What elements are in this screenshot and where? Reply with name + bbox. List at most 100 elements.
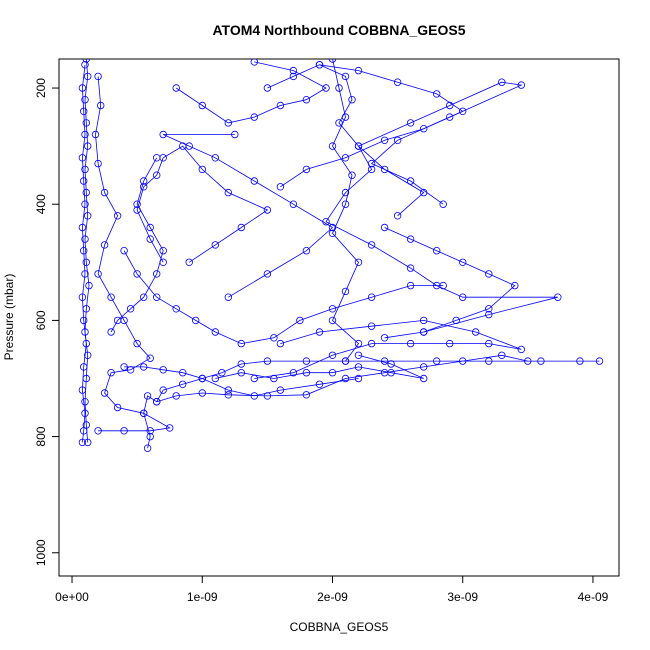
data-point [94, 72, 102, 81]
data-point [406, 235, 415, 243]
data-point [198, 165, 206, 174]
data-point [354, 374, 363, 383]
data-point [139, 293, 148, 301]
data-point [341, 72, 350, 81]
data-point [237, 339, 245, 348]
data-point [82, 59, 90, 63]
data-point [354, 142, 363, 150]
data-point [315, 328, 324, 336]
data-point [393, 212, 402, 220]
y-axis-label: Pressure (mbar) [2, 274, 16, 361]
data-point [165, 424, 174, 432]
data-point [250, 59, 258, 66]
data-point [270, 374, 278, 383]
data-point [433, 246, 441, 255]
data-point [159, 386, 167, 394]
data-point [367, 241, 376, 249]
data-point [406, 119, 415, 127]
data-point [146, 427, 154, 435]
plot-area [78, 59, 604, 452]
data-point [100, 241, 109, 249]
data-point [146, 354, 154, 362]
data-point [152, 398, 161, 406]
data-point [328, 305, 337, 313]
data-point [354, 351, 363, 359]
data-point [270, 334, 278, 342]
data-point [178, 380, 187, 388]
data-point [406, 177, 415, 185]
series-line-10 [136, 145, 269, 263]
data-point [289, 200, 298, 208]
data-point [82, 188, 90, 197]
x-tick-label: 4e-09 [578, 590, 609, 604]
x-tick-label: 2e-09 [317, 590, 348, 604]
data-point [367, 293, 376, 301]
data-point [159, 246, 167, 255]
data-point [143, 444, 152, 452]
data-point [276, 183, 285, 191]
series-line-3 [143, 360, 600, 449]
data-point [554, 293, 562, 301]
series-line-14 [175, 61, 327, 124]
data-point [133, 339, 141, 348]
data-point [348, 171, 356, 179]
series-line-16 [124, 366, 359, 397]
data-point [237, 360, 245, 368]
series-line-13 [267, 64, 464, 188]
data-point [143, 392, 152, 400]
x-axis-label: COBBNA_GEOS5 [290, 620, 389, 634]
data-point [420, 374, 428, 383]
data-point [263, 270, 272, 278]
data-point [250, 113, 258, 121]
data-point [380, 334, 389, 342]
data-point [289, 66, 298, 75]
data-point [78, 154, 87, 162]
data-point [420, 124, 428, 133]
data-point [159, 130, 167, 139]
data-point [348, 95, 356, 104]
data-point [420, 363, 428, 371]
data-point [406, 264, 415, 272]
data-point [211, 241, 219, 249]
series-line-9 [357, 81, 523, 217]
series-line-6 [332, 59, 360, 362]
data-point [224, 293, 232, 301]
data-point [276, 101, 285, 110]
data-point [328, 351, 337, 359]
data-point [452, 316, 460, 325]
data-point [446, 339, 454, 348]
data-point [133, 200, 141, 208]
data-point [439, 200, 447, 208]
data-point [498, 78, 506, 86]
series-line-11 [123, 250, 444, 345]
data-point [387, 360, 395, 368]
x-axis: 0e+00 1e-09 2e-09 3e-09 4e-09 [55, 576, 609, 604]
data-point [224, 391, 232, 399]
data-point [485, 270, 493, 278]
data-point [83, 351, 92, 359]
data-point [85, 281, 93, 290]
data-point [79, 316, 88, 325]
data-point [113, 403, 122, 412]
data-point [517, 81, 525, 89]
data-point [81, 95, 89, 104]
plot-frame [58, 58, 620, 577]
data-point [328, 316, 337, 325]
data-point [302, 165, 311, 174]
data-point [178, 142, 187, 150]
y-axis: 200 400 600 800 1000 [34, 78, 59, 566]
data-point [120, 427, 128, 435]
data-point [328, 369, 337, 377]
data-point [315, 61, 324, 69]
data-point [439, 281, 447, 290]
data-point [211, 374, 219, 383]
data-point [459, 357, 467, 365]
data-point [524, 357, 532, 365]
data-point [302, 369, 311, 377]
data-point [420, 188, 428, 197]
data-point [94, 427, 102, 435]
data-point [152, 154, 161, 162]
data-point [79, 177, 88, 185]
data-point [302, 391, 311, 399]
data-point [146, 432, 154, 441]
